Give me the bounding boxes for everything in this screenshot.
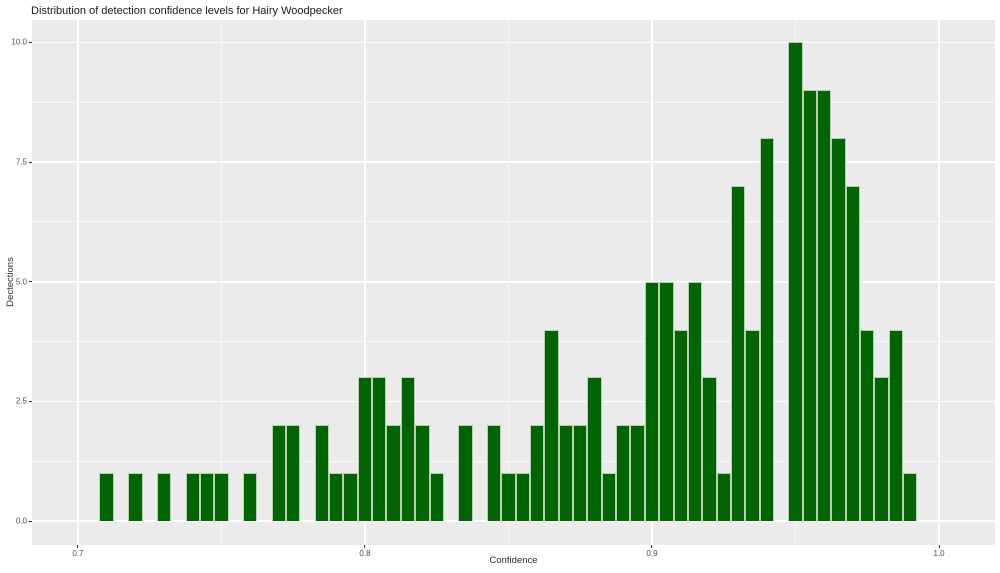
histogram-bar xyxy=(587,377,602,522)
histogram-bar xyxy=(874,377,889,522)
y-axis-tick xyxy=(29,400,32,402)
gridline-y-minor xyxy=(32,341,995,343)
histogram-bar xyxy=(214,473,229,522)
x-tick-label: 1.0 xyxy=(933,549,945,558)
histogram-bar xyxy=(601,473,617,522)
histogram-bar xyxy=(903,473,918,522)
histogram-bar xyxy=(716,473,731,522)
histogram-bar xyxy=(429,473,444,522)
histogram-bar xyxy=(831,138,846,522)
histogram-bar xyxy=(185,473,200,522)
x-tick-label: 0.8 xyxy=(359,549,371,558)
histogram-bar xyxy=(286,425,301,522)
histogram-bar xyxy=(759,138,774,522)
histogram-bar xyxy=(329,473,344,522)
chart-panel xyxy=(32,20,995,545)
histogram-bar xyxy=(128,473,143,522)
histogram-bar xyxy=(802,90,818,522)
y-tick-label: 0.0 xyxy=(15,516,27,526)
histogram-bar xyxy=(357,377,373,522)
x-axis-title: Confidence xyxy=(489,555,538,566)
histogram-bar xyxy=(199,473,215,522)
histogram-bar xyxy=(573,425,588,522)
y-axis-tick xyxy=(29,161,32,163)
histogram-bar xyxy=(659,281,674,522)
histogram-bar xyxy=(458,425,473,522)
histogram-bar xyxy=(156,473,172,522)
histogram-bar xyxy=(888,329,904,522)
histogram-bar xyxy=(788,42,803,522)
histogram-bar xyxy=(386,425,401,522)
y-axis-title: Dectections xyxy=(5,257,16,307)
gridline-x-major xyxy=(77,20,79,545)
y-axis-tick xyxy=(29,41,32,43)
y-axis-tick xyxy=(29,281,32,283)
gridline-y-minor xyxy=(32,101,995,103)
histogram-bar xyxy=(558,425,574,522)
y-tick-label: 5.0 xyxy=(15,277,27,287)
histogram-bar xyxy=(616,425,631,522)
y-tick-label: 7.5 xyxy=(15,157,27,167)
y-tick-label: 2.5 xyxy=(15,396,27,406)
histogram-bar xyxy=(501,473,516,522)
histogram-bar xyxy=(515,473,530,522)
x-tick-label: 0.7 xyxy=(72,549,84,558)
histogram-bar xyxy=(372,377,387,522)
gridline-y-minor xyxy=(32,221,995,223)
histogram-bar xyxy=(687,281,703,522)
histogram-bar xyxy=(99,473,114,522)
histogram-bar xyxy=(673,329,688,522)
x-axis-tick xyxy=(651,545,653,548)
gridline-y-major xyxy=(32,400,995,403)
gridline-x-major xyxy=(938,20,940,545)
histogram-bar xyxy=(314,425,330,522)
gridline-y-major xyxy=(32,280,995,283)
histogram-bar xyxy=(745,329,760,522)
histogram-bar xyxy=(400,377,416,522)
gridline-y-minor xyxy=(32,460,995,462)
histogram-bar xyxy=(343,473,358,522)
histogram-bar xyxy=(644,281,660,522)
gridline-y-major xyxy=(32,520,995,522)
histogram-bar xyxy=(845,186,861,522)
histogram-bar xyxy=(415,425,430,522)
x-axis-tick xyxy=(77,545,79,548)
histogram-bar xyxy=(630,425,645,522)
gridline-x-major xyxy=(364,20,366,545)
x-tick-label: 0.9 xyxy=(646,549,658,558)
histogram-bar xyxy=(817,90,832,522)
histogram-bar xyxy=(702,377,717,522)
y-axis-tick xyxy=(29,520,32,522)
histogram-bar xyxy=(860,329,875,522)
y-tick-label: 10.0 xyxy=(11,37,27,47)
x-axis-tick xyxy=(364,545,366,548)
gridline-y-major xyxy=(32,41,995,44)
chart-title: Distribution of detection confidence lev… xyxy=(31,5,343,17)
histogram-bar xyxy=(486,425,502,522)
x-axis-tick xyxy=(938,545,940,548)
histogram-bar xyxy=(271,425,287,522)
histogram-bar xyxy=(242,473,258,522)
histogram-bar xyxy=(530,425,545,522)
gridline-y-major xyxy=(32,161,995,163)
histogram-bar xyxy=(730,186,746,522)
histogram-bar xyxy=(544,329,559,522)
